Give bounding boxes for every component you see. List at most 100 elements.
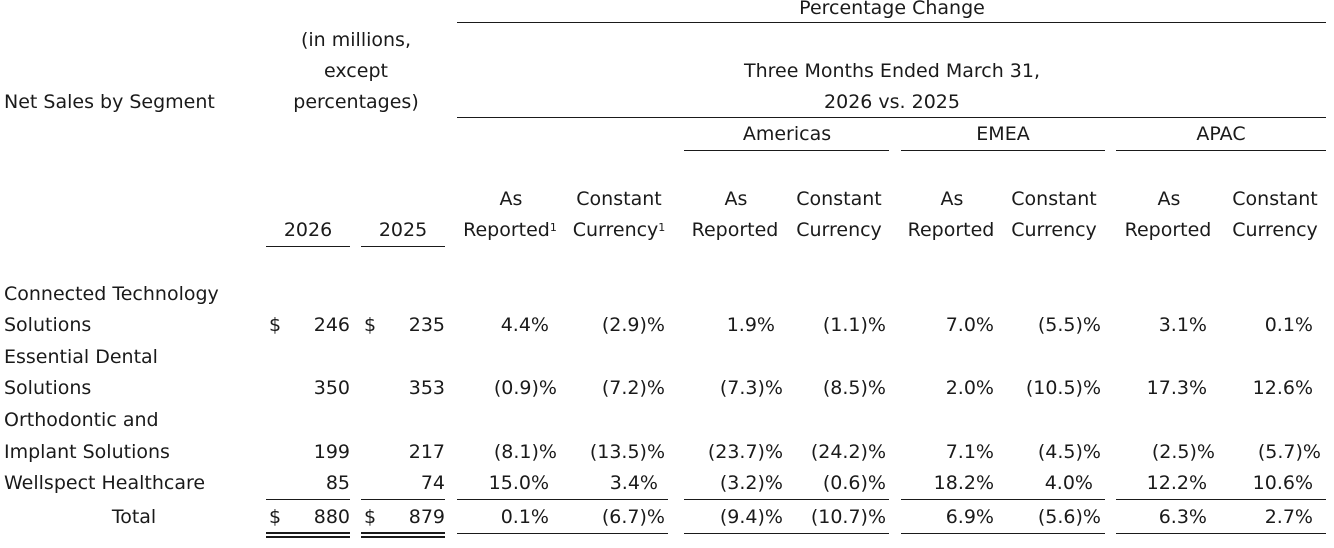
total-rule — [684, 533, 889, 534]
table-cell: 18.2% — [933, 472, 994, 494]
total-cell: 6.3% — [1158, 506, 1207, 528]
col-constant-apac-l1: Constant — [1232, 188, 1318, 210]
total-cell: 879 — [408, 506, 445, 528]
table-cell: 3.1% — [1158, 314, 1207, 336]
row-label: Orthodontic and — [4, 409, 159, 431]
region-rule-emea — [901, 150, 1105, 151]
col-as-reported-emea-l1: As — [940, 188, 964, 210]
total-cell: (6.7)% — [601, 506, 665, 528]
table-cell: 353 — [408, 377, 445, 399]
region-rule-americas — [684, 150, 889, 151]
total-cell: (5.6)% — [1037, 506, 1101, 528]
total-rule — [901, 533, 1105, 534]
table-cell: 350 — [313, 377, 350, 399]
currency-symbol: $ — [269, 314, 282, 336]
total-label: Total — [111, 506, 157, 528]
table-cell: 0.1% — [1264, 314, 1313, 336]
col-constant-americas-l2: Currency — [796, 219, 882, 241]
col-constant-emea-l2: Currency — [1011, 219, 1097, 241]
units-note-line1: (in millions, — [300, 29, 412, 51]
table-cell: (7.2)% — [601, 377, 665, 399]
table-cell: 12.6% — [1252, 377, 1313, 399]
total-cell: 0.1% — [500, 506, 549, 528]
currency-symbol: $ — [364, 314, 377, 336]
row-label: Connected Technology — [4, 283, 219, 305]
row-label-header: Net Sales by Segment — [4, 91, 215, 113]
table-cell: (5.5)% — [1037, 314, 1101, 336]
table-cell: 199 — [313, 441, 350, 463]
table-cell: 7.0% — [945, 314, 994, 336]
table-cell: 7.1% — [945, 441, 994, 463]
table-cell: (2.9)% — [601, 314, 665, 336]
table-cell: (10.5)% — [1025, 377, 1101, 399]
table-cell: 246 — [313, 314, 350, 336]
subtotal-rule — [457, 499, 668, 500]
table-cell: (5.7)% — [1257, 441, 1321, 463]
table-cell: (24.2)% — [810, 441, 886, 463]
total-double-rule — [361, 532, 445, 538]
col-constant-total-l2: Currency1 — [572, 219, 666, 241]
table-cell: 17.3% — [1146, 377, 1207, 399]
subtotal-rule — [1116, 499, 1326, 500]
col-as-reported-total-l2: Reported1 — [463, 219, 557, 241]
col-as-reported-total-l1: As — [499, 188, 523, 210]
col-as-reported-apac-l1: As — [1157, 188, 1181, 210]
units-note-line2: except — [324, 60, 388, 82]
table-cell: 1.9% — [726, 314, 775, 336]
table-cell: (0.9)% — [493, 377, 557, 399]
row-label: Implant Solutions — [4, 441, 170, 463]
col-as-reported-emea-l2: Reported — [907, 219, 995, 241]
col-constant-americas-l1: Constant — [796, 188, 882, 210]
col-as-reported-americas-l1: As — [724, 188, 748, 210]
units-note-line3: percentages) — [293, 91, 419, 113]
row-label: Essential Dental — [4, 346, 158, 368]
table-cell: (4.5)% — [1037, 441, 1101, 463]
table-cell: (2.5)% — [1151, 441, 1215, 463]
table-cell: (13.5)% — [589, 441, 665, 463]
table-cell: 85 — [325, 472, 350, 494]
period-line2: 2026 vs. 2025 — [824, 91, 960, 113]
year-2025-header: 2025 — [378, 219, 428, 241]
table-cell: 10.6% — [1252, 472, 1313, 494]
subtotal-rule — [266, 499, 350, 500]
row-label: Wellspect Healthcare — [4, 472, 206, 494]
table-cell: (8.5)% — [822, 377, 886, 399]
total-double-rule — [266, 532, 350, 538]
table-cell: 3.4% — [609, 472, 658, 494]
table-cell: (3.2)% — [719, 472, 783, 494]
currency-symbol: $ — [364, 506, 377, 528]
total-rule — [457, 533, 668, 534]
total-rule — [1116, 533, 1326, 534]
header-rule-top — [457, 22, 1326, 23]
table-cell: 217 — [408, 441, 445, 463]
currency-symbol: $ — [269, 506, 282, 528]
col-constant-total-l1: Constant — [576, 188, 662, 210]
percentage-change-header: Percentage Change — [799, 0, 985, 19]
total-cell: (10.7)% — [810, 506, 886, 528]
total-cell: (9.4)% — [719, 506, 783, 528]
row-label: Solutions — [4, 314, 92, 336]
table-cell: (7.3)% — [719, 377, 783, 399]
col-as-reported-apac-l2: Reported — [1124, 219, 1212, 241]
table-cell: 74 — [420, 472, 445, 494]
col-constant-emea-l1: Constant — [1011, 188, 1097, 210]
table-cell: 4.4% — [500, 314, 549, 336]
period-line1: Three Months Ended March 31, — [743, 60, 1041, 82]
subtotal-rule — [684, 499, 889, 500]
table-cell: (0.6)% — [822, 472, 886, 494]
subtotal-rule — [901, 499, 1105, 500]
table-cell: (1.1)% — [822, 314, 886, 336]
header-rule-period — [457, 117, 1326, 118]
table-cell: (23.7)% — [707, 441, 783, 463]
row-label: Solutions — [4, 377, 92, 399]
col-constant-apac-l2: Currency — [1232, 219, 1318, 241]
region-apac: APAC — [1196, 123, 1246, 145]
year-2026-header: 2026 — [283, 219, 333, 241]
table-cell: (8.1)% — [493, 441, 557, 463]
region-rule-apac — [1116, 150, 1326, 151]
total-cell: 6.9% — [945, 506, 994, 528]
table-cell: 2.0% — [945, 377, 994, 399]
table-cell: 15.0% — [488, 472, 549, 494]
total-cell: 2.7% — [1264, 506, 1313, 528]
region-emea: EMEA — [976, 123, 1030, 145]
